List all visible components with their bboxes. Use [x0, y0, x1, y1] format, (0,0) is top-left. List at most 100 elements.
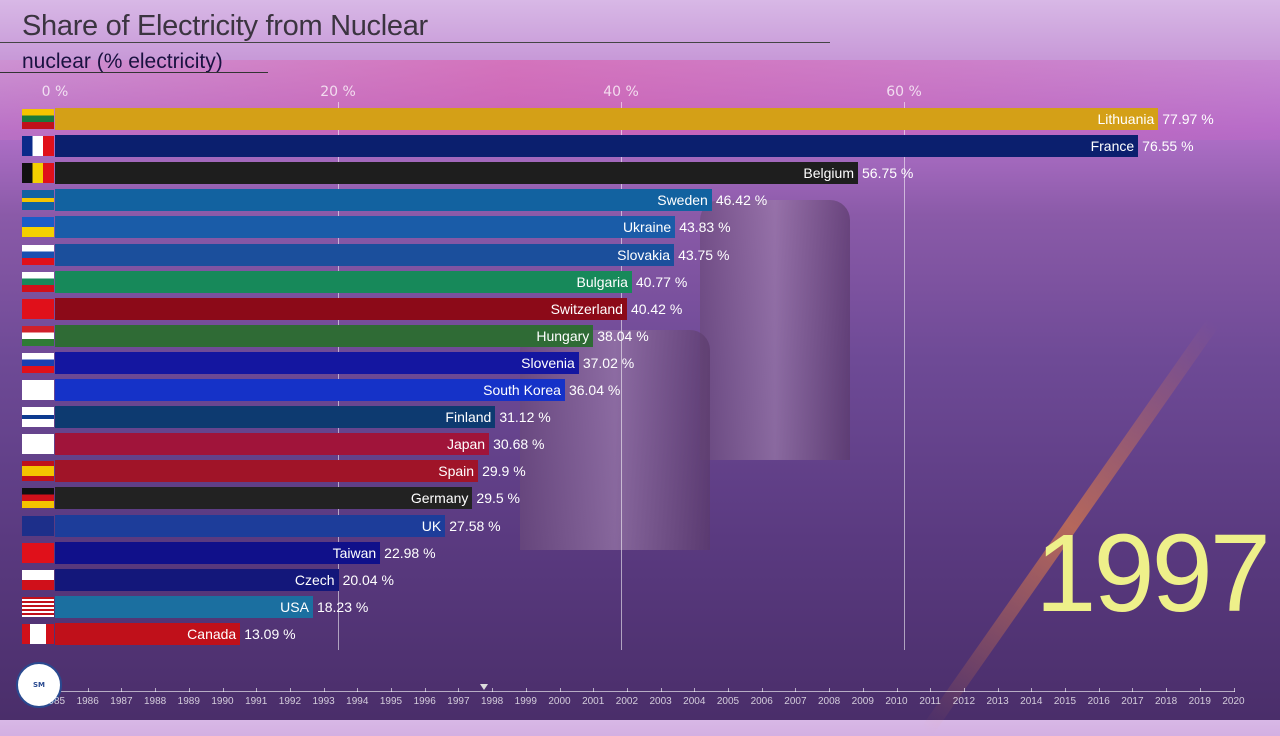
timeline-tick [593, 688, 595, 692]
timeline-tick [323, 688, 325, 692]
flag-icon [22, 271, 54, 292]
timeline-tick [626, 688, 628, 692]
timeline-marker[interactable] [479, 684, 488, 690]
flag-icon [22, 298, 54, 319]
timeline-year-label[interactable]: 1994 [346, 696, 369, 707]
timeline-tick [289, 688, 291, 692]
timeline-year-label[interactable]: 1995 [379, 696, 403, 707]
timeline-year-label[interactable]: 1993 [312, 696, 335, 707]
country-label: Japan [446, 436, 486, 453]
x-tick-label: 20 % [320, 84, 356, 100]
country-label: Slovakia [617, 246, 671, 263]
timeline-year-label[interactable]: 1997 [447, 696, 470, 707]
country-label: Switzerland [550, 300, 623, 317]
timeline-year-label[interactable]: 2010 [885, 696, 908, 707]
flag-icon [22, 109, 54, 129]
country-label: Sweden [657, 192, 708, 209]
flag-icon [22, 434, 54, 455]
flag-icon [22, 325, 54, 346]
timeline-year-label[interactable]: 1988 [143, 696, 167, 707]
timeline-tick [391, 688, 392, 692]
value-label: 43.83 % [679, 219, 731, 236]
timeline-year-label[interactable]: 2005 [716, 696, 740, 707]
value-label: 76.55 % [1142, 138, 1194, 155]
timeline-year-label[interactable]: 1989 [177, 696, 200, 707]
flag-icon [22, 380, 54, 400]
bar-lithuania [55, 108, 1159, 130]
timeline-tick [155, 688, 157, 692]
timeline-tick [121, 688, 123, 692]
value-label: 40.42 % [630, 300, 683, 317]
timeline-axis[interactable] [55, 691, 1235, 692]
timeline-year-label[interactable]: 2020 [1222, 696, 1245, 707]
cooling-tower [700, 200, 850, 460]
timeline-year-label[interactable]: 2011 [919, 696, 941, 707]
bar-japan [55, 433, 490, 456]
country-label: Canada [187, 625, 237, 642]
timeline-tick [1098, 688, 1100, 692]
timeline-tick [862, 688, 864, 692]
timeline-tick [660, 688, 662, 692]
x-tick-label: 60 % [886, 84, 922, 100]
timeline-tick [761, 688, 763, 692]
timeline-year-label[interactable]: 1985 [42, 696, 66, 707]
timeline-tick [930, 688, 932, 692]
country-label: Ukraine [622, 219, 672, 236]
timeline-year-label[interactable]: 2006 [750, 696, 773, 707]
flag-icon [22, 136, 54, 157]
timeline-year-label[interactable]: 2004 [683, 696, 706, 707]
country-label: USA [280, 598, 309, 615]
x-tick-label: 40 % [603, 84, 639, 100]
timeline-year-label[interactable]: 2002 [615, 696, 639, 707]
flag-icon [22, 217, 54, 238]
flag-icon [22, 190, 54, 211]
flag-icon [22, 461, 54, 482]
timeline-year-label[interactable]: 2009 [851, 696, 874, 707]
timeline-tick [559, 688, 561, 692]
timeline-year-label[interactable]: 2018 [1154, 696, 1178, 707]
value-label: 56.75 % [862, 165, 914, 182]
flag-icon [22, 488, 54, 509]
timeline-year-label[interactable]: 1991 [245, 696, 268, 707]
chart-title: Share of Electricity from Nuclear [22, 10, 428, 42]
timeline-year-label[interactable]: 1986 [76, 696, 99, 707]
country-label: Taiwan [332, 544, 377, 561]
bar-uk [55, 514, 446, 537]
timeline-year-label[interactable]: 1998 [480, 696, 504, 707]
flag-icon [22, 596, 54, 617]
value-label: 30.68 % [493, 436, 545, 453]
chart-subtitle: nuclear (% electricity) [22, 50, 223, 73]
timeline-year-label[interactable]: 1987 [110, 696, 133, 707]
timeline-year-label[interactable]: 2014 [1020, 696, 1043, 707]
timeline-year-label[interactable]: 2019 [1188, 696, 1211, 707]
bar-canada [55, 622, 241, 645]
flag-icon [22, 515, 54, 536]
value-label: 40.77 % [635, 273, 688, 290]
x-tick-label: 0 % [41, 84, 69, 100]
timeline-tick [525, 688, 527, 692]
timeline-year-label[interactable]: 2017 [1121, 696, 1144, 707]
timeline-year-label[interactable]: 2016 [1087, 696, 1110, 707]
timeline-year-label[interactable]: 2012 [952, 696, 976, 707]
timeline-tick [997, 688, 999, 692]
timeline-year-label[interactable]: 1992 [278, 696, 302, 707]
country-label: South Korea [483, 382, 561, 398]
timeline-year-label[interactable]: 2013 [986, 696, 1009, 707]
timeline-year-label[interactable]: 2003 [649, 696, 672, 707]
gridline [338, 102, 339, 650]
timeline-year-label[interactable]: 2001 [582, 696, 605, 707]
timeline-year-label[interactable]: 1999 [514, 696, 537, 707]
gridline [904, 102, 905, 650]
timeline-year-label[interactable]: 1990 [211, 696, 234, 707]
bar-sweden [55, 189, 712, 212]
flag-icon [22, 569, 54, 590]
timeline-year-label[interactable]: 2015 [1053, 696, 1077, 707]
timeline-year-label[interactable]: 2008 [817, 696, 841, 707]
timeline-tick [458, 688, 460, 692]
timeline-year-label[interactable]: 2000 [548, 696, 571, 707]
timeline-year-label[interactable]: 2007 [784, 696, 807, 707]
timeline-tick [1132, 688, 1134, 692]
value-label: 43.75 % [678, 246, 730, 263]
timeline-year-label[interactable]: 1996 [413, 696, 436, 707]
bar-hungary [55, 324, 594, 347]
